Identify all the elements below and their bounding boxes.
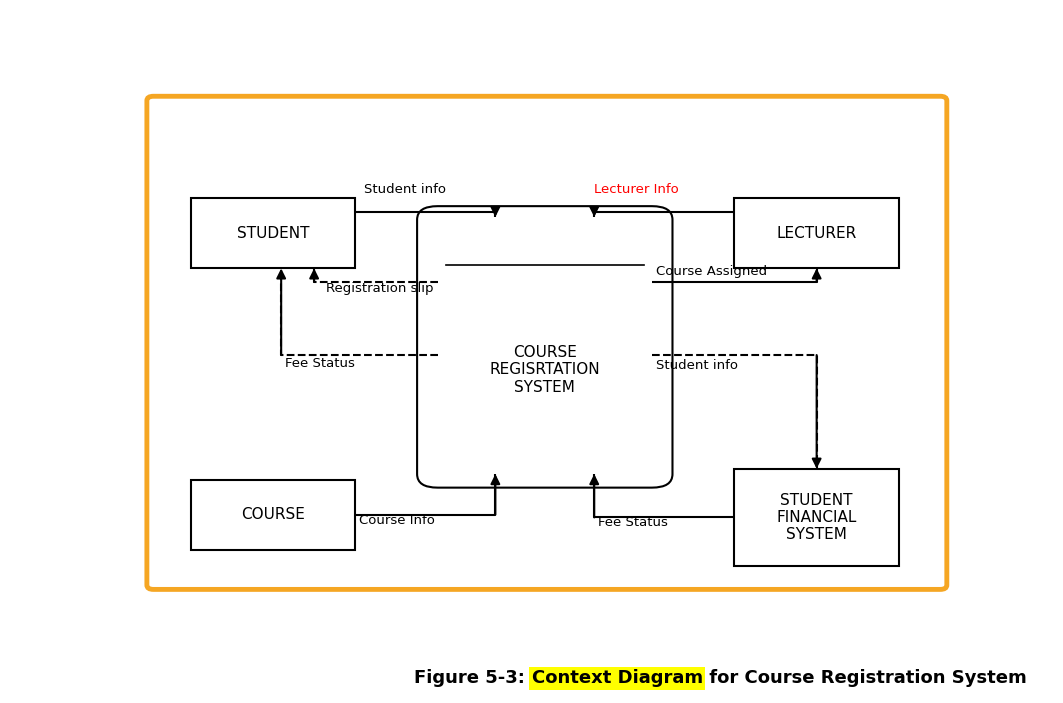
Bar xyxy=(735,198,899,269)
Text: Figure 5-3:: Figure 5-3: xyxy=(415,669,532,688)
Text: STUDENT: STUDENT xyxy=(237,226,309,240)
Bar xyxy=(735,469,899,566)
Text: Course Assigned: Course Assigned xyxy=(656,264,767,278)
Text: COURSE
REGISRTATION
SYSTEM: COURSE REGISRTATION SYSTEM xyxy=(489,345,601,394)
Text: LECTURER: LECTURER xyxy=(777,226,857,240)
Text: STUDENT
FINANCIAL
SYSTEM: STUDENT FINANCIAL SYSTEM xyxy=(776,493,857,542)
FancyBboxPatch shape xyxy=(417,206,673,488)
Text: Context Diagram: Context Diagram xyxy=(532,669,703,688)
Bar xyxy=(190,479,355,550)
Text: Student info: Student info xyxy=(364,183,445,196)
Text: Course Info: Course Info xyxy=(359,514,436,527)
FancyBboxPatch shape xyxy=(147,96,947,589)
Text: Lecturer Info: Lecturer Info xyxy=(594,183,679,196)
Text: COURSE: COURSE xyxy=(241,507,305,522)
Text: Student info: Student info xyxy=(656,359,738,373)
Text: Registration slip: Registration slip xyxy=(326,283,434,295)
Bar xyxy=(190,198,355,269)
Text: Fee Status: Fee Status xyxy=(598,516,669,529)
Text: for Course Registration System: for Course Registration System xyxy=(703,669,1027,688)
Text: Fee Status: Fee Status xyxy=(285,356,355,370)
